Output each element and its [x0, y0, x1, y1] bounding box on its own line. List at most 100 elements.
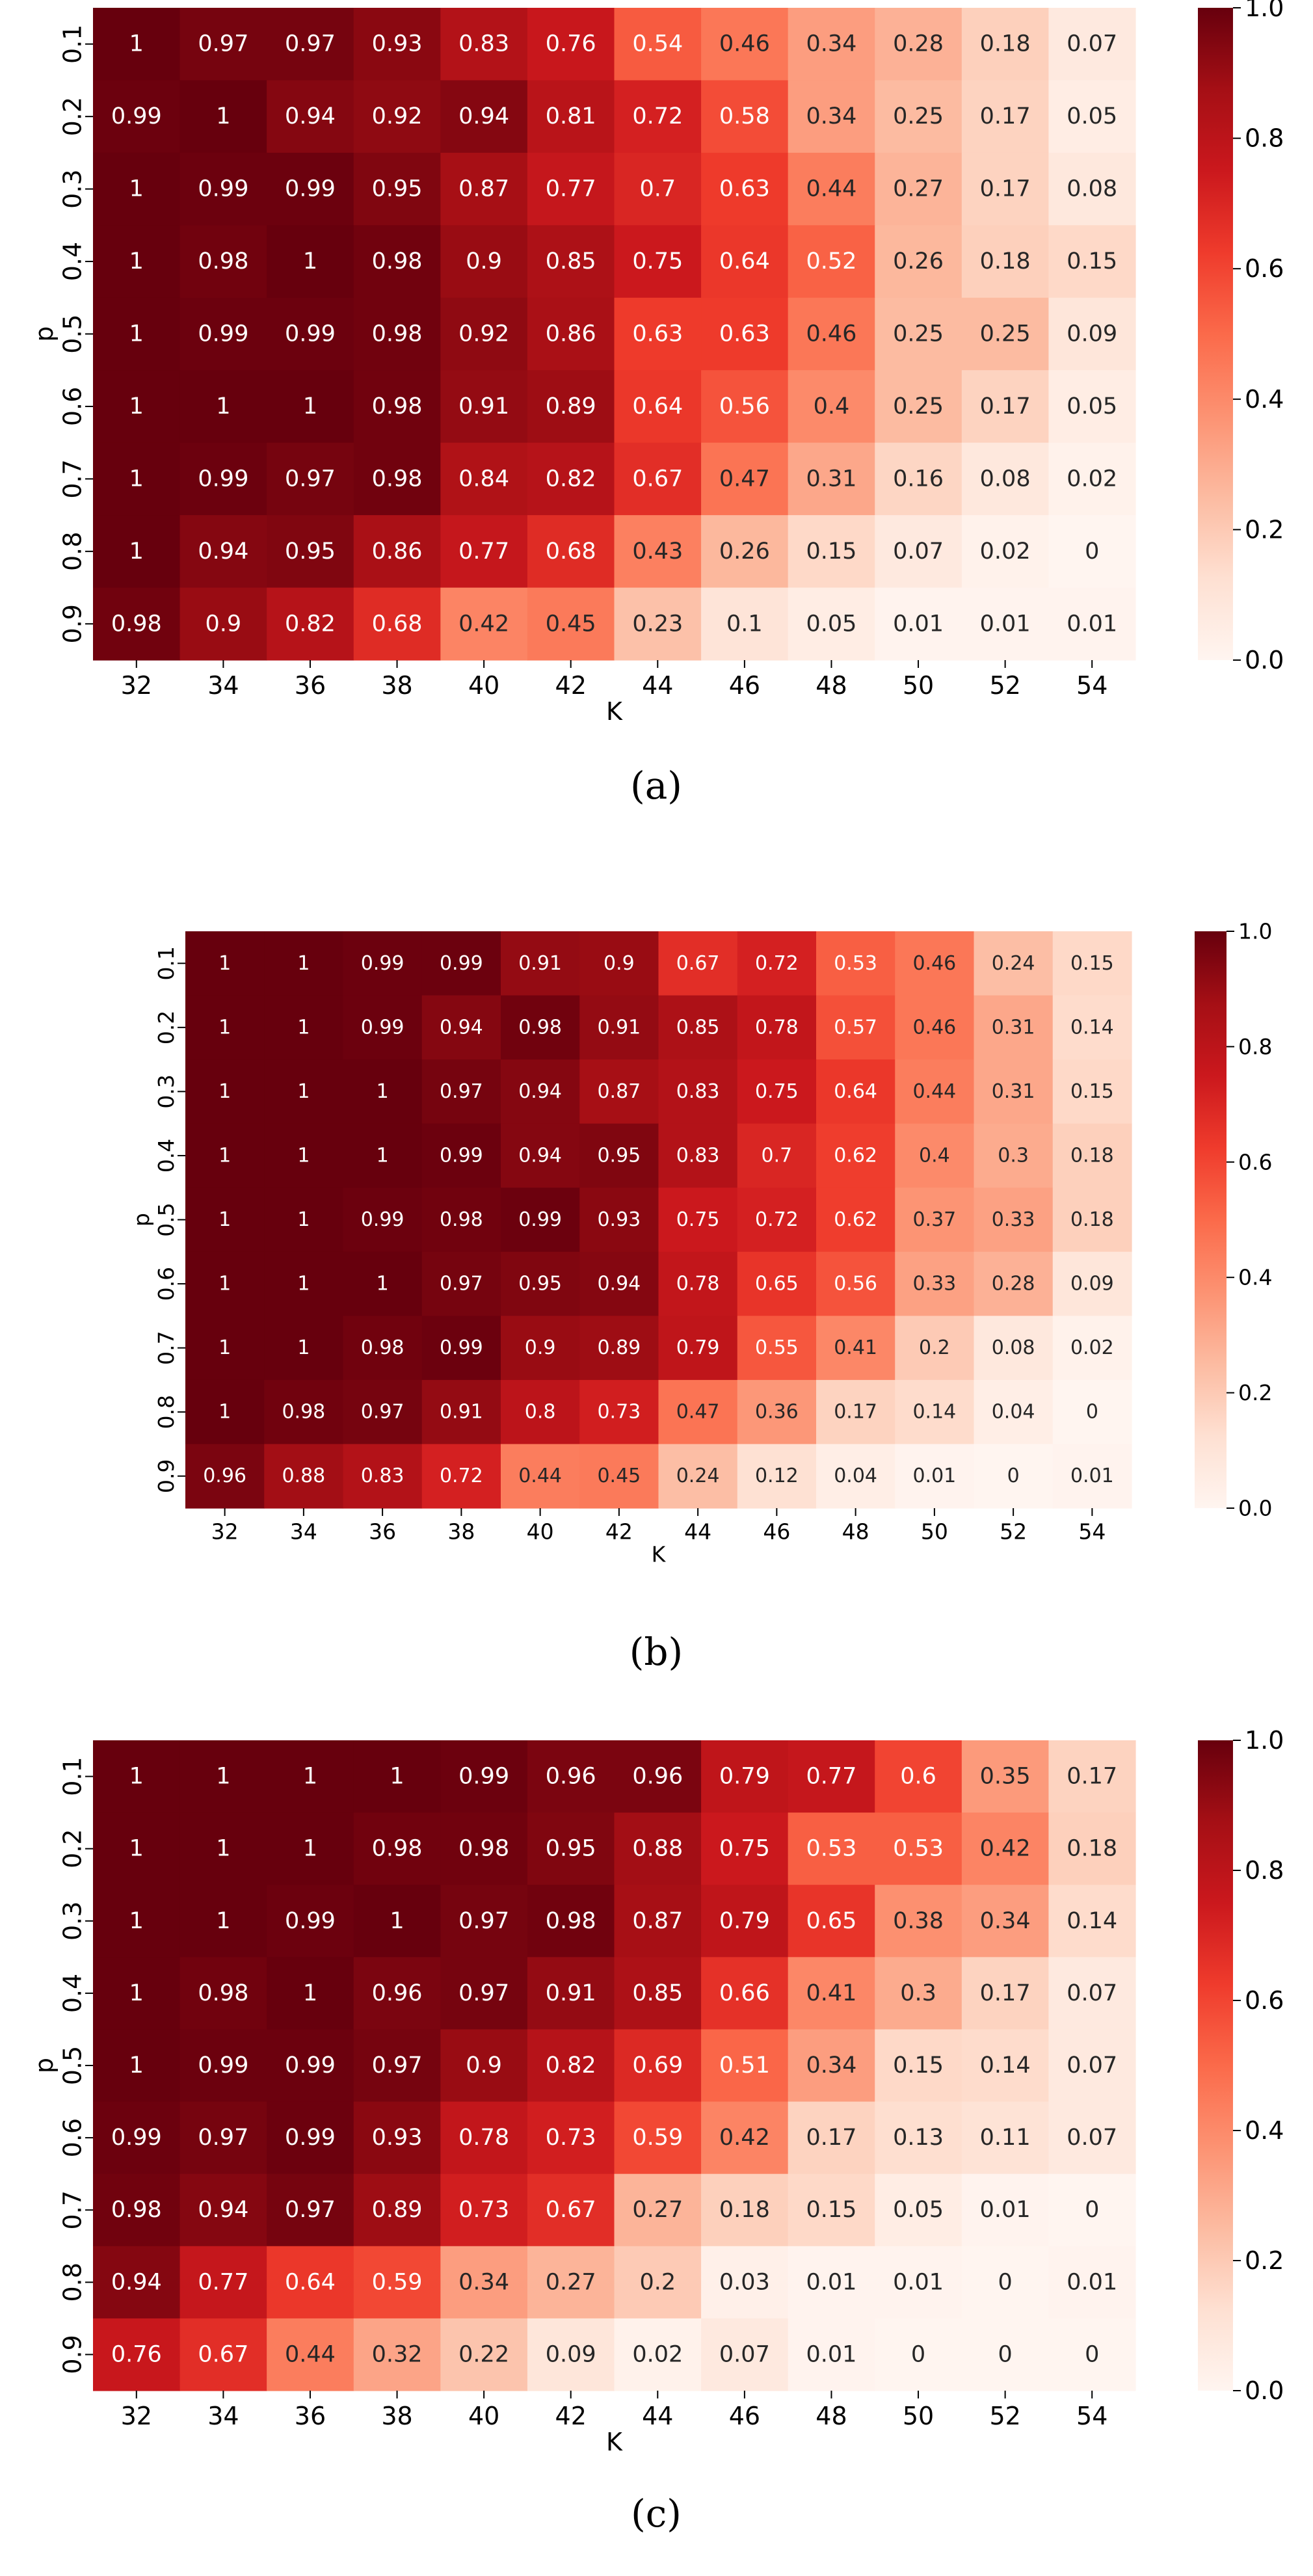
cell-value-label: 0.95: [518, 1273, 562, 1295]
cell-value-label: 0.07: [1067, 31, 1117, 57]
cell-value-label: 0.98: [372, 393, 423, 419]
heatmap-cell: [961, 1885, 1050, 1958]
cell-value-label: 0.7: [762, 1144, 793, 1167]
colorbar-tick-label: 0.6: [1245, 254, 1284, 283]
cell-value-label: 0.58: [719, 103, 770, 129]
cell-value-label: 0.99: [440, 1144, 483, 1167]
cell-value-label: 0.34: [458, 2269, 509, 2295]
heatmap-cell: [788, 2029, 875, 2103]
cell-value-label: 0.34: [806, 31, 856, 57]
cell-value-label: 0.94: [198, 2197, 248, 2223]
cell-value-label: 1: [377, 1144, 389, 1167]
heatmap-cell: [1048, 370, 1136, 444]
heatmap-cell: [737, 931, 817, 996]
heatmap-cell: [895, 995, 975, 1060]
cell-value-label: 0.72: [632, 103, 683, 129]
heatmap-cell: [501, 1251, 580, 1316]
heatmap-cell: [353, 1885, 441, 1958]
heatmap-cell: [1048, 225, 1136, 299]
colorbar-tick-label: 0.4: [1245, 385, 1284, 414]
cell-value-label: 0.33: [912, 1273, 956, 1295]
cell-value-label: 0.78: [458, 2125, 509, 2151]
cell-value-label: 0.97: [458, 1908, 509, 1934]
heatmap-cell: [816, 931, 895, 996]
cell-value-label: 1: [129, 1908, 144, 1934]
heatmap-cell: [1048, 152, 1136, 226]
cell-value-label: 0.64: [719, 248, 770, 274]
cell-value-label: 1: [129, 176, 144, 202]
cell-value-label: 1: [303, 1980, 317, 2006]
cell-value-label: 0.77: [198, 2269, 248, 2295]
heatmap-cell: [701, 1885, 789, 1958]
cell-value-label: 0.96: [203, 1465, 246, 1487]
heatmap-cell: [179, 1740, 267, 1813]
cell-value-label: 1: [377, 1080, 389, 1103]
heatmap-cell: [440, 2173, 528, 2247]
heatmap-cell: [1052, 1316, 1132, 1381]
heatmap-cell: [440, 1740, 528, 1813]
heatmap-cell: [579, 1059, 659, 1124]
cell-value-label: 0.56: [719, 393, 770, 419]
heatmap-cell: [267, 152, 354, 226]
heatmap-cell: [440, 1885, 528, 1958]
heatmap-cell: [737, 1188, 817, 1253]
heatmap-cell: [267, 1885, 354, 1958]
heatmap-cell: [1052, 931, 1132, 996]
cell-value-label: 1: [390, 1908, 404, 1934]
cell-value-label: 0.9: [525, 1336, 556, 1359]
heatmap-cell: [875, 370, 962, 444]
heatmap-cell: [579, 1123, 659, 1188]
heatmap-cell: [701, 587, 789, 661]
cell-value-label: 0.07: [1067, 2125, 1117, 2151]
x-tick-label: 46: [763, 1519, 790, 1545]
y-tick-label: 0.5: [59, 314, 87, 353]
cell-value-label: 0.67: [546, 2197, 596, 2223]
cell-value-label: 0.96: [632, 1764, 683, 1790]
cell-value-label: 0.41: [834, 1336, 877, 1359]
cell-value-label: 0.99: [440, 952, 483, 975]
x-tick-label: 36: [369, 1519, 396, 1545]
cell-value-label: 0.77: [458, 538, 509, 564]
cell-value-label: 0.31: [992, 1016, 1035, 1039]
cell-value-label: 0.02: [980, 538, 1031, 564]
cell-value-label: 0.98: [458, 1836, 509, 1862]
heatmap-cell: [875, 225, 962, 299]
colorbar-tick-label: 0.8: [1245, 124, 1284, 153]
heatmap-cell: [267, 297, 354, 371]
cell-value-label: 0: [1085, 2197, 1099, 2223]
heatmap-cell: [343, 1059, 423, 1124]
cell-value-label: 0.99: [285, 321, 336, 347]
y-tick-label: 0.6: [59, 387, 87, 426]
cell-value-label: 1: [129, 1836, 144, 1862]
cell-value-label: 0.98: [440, 1208, 483, 1231]
x-tick-label: 36: [295, 671, 326, 700]
heatmap-cell: [961, 442, 1050, 516]
cell-value-label: 0.26: [719, 538, 770, 564]
cell-value-label: 0.15: [1067, 248, 1117, 274]
cell-value-label: 0.73: [597, 1401, 641, 1424]
cell-value-label: 0.17: [980, 393, 1031, 419]
cell-value-label: 0.99: [198, 466, 248, 492]
heatmap-cell: [179, 1812, 267, 1885]
x-tick-label: 34: [290, 1519, 317, 1545]
cell-value-label: 0.98: [518, 1016, 562, 1039]
heatmap-cell: [875, 297, 962, 371]
heatmap-cell: [614, 225, 702, 299]
heatmap-cell: [264, 1188, 344, 1253]
cell-value-label: 0.31: [806, 466, 856, 492]
heatmap-cell: [875, 2318, 962, 2391]
cell-value-label: 0.27: [632, 2197, 683, 2223]
cell-value-label: 0.18: [1067, 1836, 1117, 1862]
cell-value-label: 1: [216, 103, 230, 129]
cell-value-label: 0.11: [980, 2125, 1031, 2151]
cell-value-label: 0.98: [282, 1401, 325, 1424]
heatmap-cell: [614, 2101, 702, 2175]
cell-value-label: 0.01: [912, 1465, 956, 1487]
cell-value-label: 0.99: [111, 2125, 162, 2151]
cell-value-label: 0.42: [719, 2125, 770, 2151]
heatmap-cell: [974, 995, 1054, 1060]
heatmap-cell: [93, 370, 181, 444]
cell-value-label: 0.67: [632, 466, 683, 492]
heatmap-cell: [816, 1188, 895, 1253]
